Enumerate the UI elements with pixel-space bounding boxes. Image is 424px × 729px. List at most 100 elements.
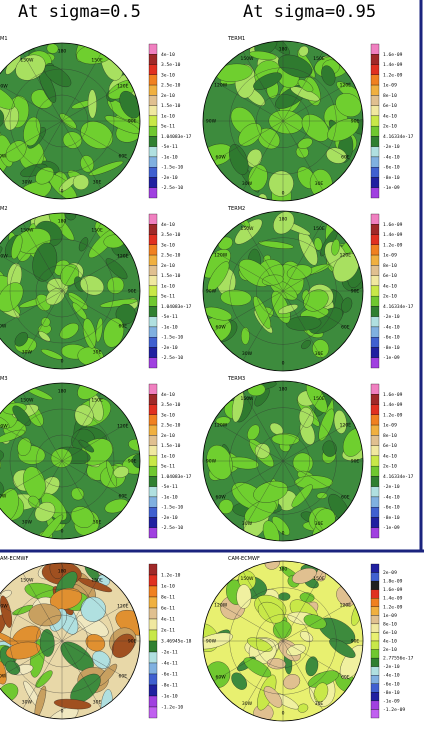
contour-region [317,492,328,499]
colorbar-label: 1e-09 [383,613,397,619]
colorbar-label: -8e-10 [383,515,400,521]
map-label: 30E [315,701,324,707]
colorbar-swatch [371,476,379,486]
colorbar-label: -1e-10 [161,494,178,500]
map-label: 60E [119,674,128,680]
colorbar-label: -8e-11 [161,683,178,689]
colorbar-swatch [371,265,379,275]
contour-region [295,476,333,489]
colorbar-label: -2.5e-10 [161,185,183,191]
colorbar-label: 6e-11 [161,606,175,612]
colorbar-swatch [149,245,157,255]
colorbar-swatch [371,528,379,538]
colorbar-swatch [149,575,157,586]
map-label: 0 [61,359,64,365]
colorbar-label: -2e-10 [383,144,400,150]
colorbar-label: 1.4e-09 [383,402,403,408]
map-label: 150E [91,578,103,584]
colorbar-swatch [149,608,157,619]
colorbar-swatch [149,214,157,224]
colorbar-label: 5e-11 [161,464,175,470]
map-label: 150W [240,576,254,582]
colorbar-swatch [149,136,157,146]
colorbar-label: 1.04083e-17 [161,474,192,480]
colorbar-swatch [371,487,379,497]
map-label: 180 [58,388,67,394]
colorbar-swatch [371,188,379,198]
colorbar-label: -1e-10 [161,324,178,330]
map-label: 30E [93,519,102,525]
colorbar-swatch [371,167,379,177]
colorbar-swatch [371,276,379,286]
colorbar-swatch [149,586,157,597]
colorbar-swatch [149,157,157,167]
colorbar-label: 2e-10 [383,294,397,300]
colorbar-label: -1e-10 [161,694,178,700]
map-label: 90E [128,459,137,465]
colorbar-label: 3.46945e-18 [161,639,192,645]
colorbar-swatch [149,476,157,486]
panel-label: M1 [0,36,8,42]
column-header: At sigma=0.95 [243,2,376,22]
colorbar-swatch [149,147,157,157]
colorbar-label: 1.4e-09 [383,232,403,238]
contour-region [41,317,50,326]
colorbar-swatch [371,624,379,633]
map-label: 60W [216,675,227,681]
map-label: 0 [61,529,64,535]
colorbar-label: 1.4e-09 [383,62,403,68]
colorbar-swatch [149,641,157,652]
column-header: At sigma=0.5 [18,2,141,22]
colorbar-swatch [371,214,379,224]
colorbar-label: 5e-11 [161,294,175,300]
colorbar-label: -6e-11 [161,672,178,678]
colorbar-swatch [149,296,157,306]
colorbar-swatch [371,425,379,435]
colorbar-swatch [149,44,157,54]
colorbar-swatch [371,337,379,347]
map-label: 0 [282,711,285,717]
colorbar-swatch [371,415,379,425]
colorbar-swatch [371,517,379,527]
colorbar-swatch [149,235,157,245]
map-label: 30E [315,181,324,187]
colorbar-label: 1.04083e-17 [161,134,192,140]
map-label: 30W [22,349,33,355]
colorbar-swatch [371,675,379,684]
colorbar-label: 2e-10 [161,433,175,439]
colorbar-label: 8e-10 [383,93,397,99]
colorbar-label: 4e-10 [383,453,397,459]
colorbar-label: -1e-09 [383,355,400,361]
colorbar-label: 6e-10 [383,630,397,636]
colorbar-swatch [371,106,379,116]
colorbar-swatch [149,317,157,327]
colorbar-swatch [149,497,157,507]
colorbar-label: -2e-10 [383,484,400,490]
map-label: 30W [242,521,253,527]
colorbar-label: 2.5e-10 [161,423,181,429]
map-label: 150E [91,58,103,64]
colorbar-label: 2e-09 [383,570,397,576]
colorbar-swatch [371,667,379,676]
colorbar-swatch [149,347,157,357]
colorbar-label: 1.6e-09 [383,222,403,228]
map-label: 120W [0,423,8,429]
colorbar-swatch [149,286,157,296]
colorbar-swatch [149,652,157,663]
colorbar-swatch [149,405,157,415]
map-label: 30E [93,349,102,355]
map-label: 90W [206,639,217,645]
map-label: 150W [20,228,34,234]
map-label: 90W [206,119,217,125]
colorbar-label: 2e-10 [161,93,175,99]
colorbar-swatch [149,265,157,275]
map-label: 0 [282,361,285,367]
colorbar-swatch [371,701,379,710]
map-label: 30W [242,181,253,187]
colorbar-swatch [149,435,157,445]
map-label: 0 [282,191,285,197]
colorbar-swatch [371,456,379,466]
colorbar-swatch [371,95,379,105]
colorbar-label: 6e-10 [383,273,397,279]
colorbar-swatch [371,286,379,296]
